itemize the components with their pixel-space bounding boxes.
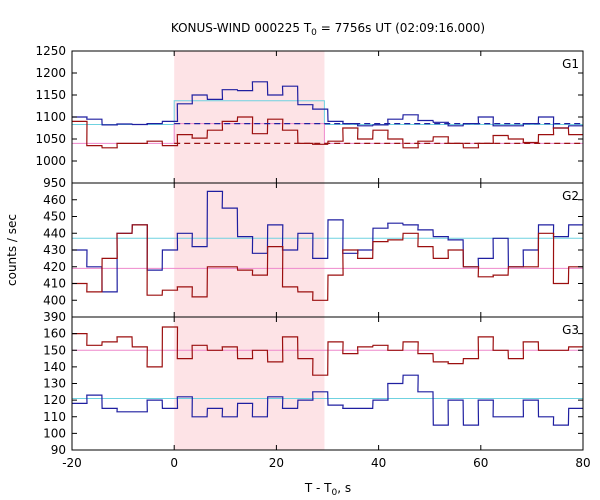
g1-series-red — [72, 116, 583, 149]
g1-panel-label: G1 — [562, 57, 579, 71]
g1-y-tick-label: 950 — [43, 176, 66, 190]
g2-y-tick-label: 450 — [43, 210, 66, 224]
x-tick-label: 40 — [371, 456, 386, 470]
g1-y-tick-label: 1250 — [35, 44, 66, 58]
g2-y-tick-label: 460 — [43, 193, 66, 207]
g3-y-tick-label: 120 — [43, 393, 66, 407]
g1-y-tick-label: 1100 — [35, 110, 66, 124]
g1-y-tick-label: 1150 — [35, 88, 66, 102]
g2-y-tick-label: 420 — [43, 260, 66, 274]
g3-series-blue — [72, 374, 583, 426]
g2-y-tick-label: 390 — [43, 310, 66, 324]
g2-y-tick-label: 440 — [43, 226, 66, 240]
x-tick-label: 80 — [575, 456, 590, 470]
g3-series-red — [72, 326, 583, 376]
g3-y-tick-label: 140 — [43, 360, 66, 374]
g3-panel-frame — [71, 316, 584, 451]
x-tick-label: -20 — [62, 456, 82, 470]
g3-panel-label: G3 — [562, 323, 579, 337]
g3-y-tick-label: 90 — [51, 443, 66, 457]
g1-fit-line-0 — [72, 100, 583, 125]
x-axis-label: T - T0, s — [304, 481, 351, 498]
g2-y-tick-label: 410 — [43, 277, 66, 291]
chart-title: KONUS-WIND 000225 T0 = 7756s UT (02:09:1… — [171, 21, 485, 38]
highlight-interval — [174, 51, 325, 450]
x-tick-label: 0 — [170, 456, 178, 470]
x-tick-label: 60 — [473, 456, 488, 470]
g2-y-tick-label: 430 — [43, 243, 66, 257]
plot-area: 950100010501100115012001250G139040041042… — [35, 44, 590, 470]
g3-y-tick-label: 130 — [43, 377, 66, 391]
g1-fit-line-1 — [72, 123, 583, 144]
y-axis-label: counts / sec — [5, 214, 19, 286]
g1-y-tick-label: 1200 — [35, 66, 66, 80]
g3-y-tick-label: 100 — [43, 426, 66, 440]
g1-series-blue — [72, 81, 583, 129]
x-tick-label: 20 — [269, 456, 284, 470]
g2-y-tick-label: 400 — [43, 293, 66, 307]
g3-y-tick-label: 110 — [43, 410, 66, 424]
g3-y-tick-label: 150 — [43, 343, 66, 357]
g1-y-tick-label: 1050 — [35, 132, 66, 146]
g2-series-red — [72, 224, 583, 301]
g2-series-blue — [72, 190, 583, 293]
g1-y-tick-label: 1000 — [35, 154, 66, 168]
g3-y-tick-label: 160 — [43, 327, 66, 341]
g2-panel-label: G2 — [562, 189, 579, 203]
